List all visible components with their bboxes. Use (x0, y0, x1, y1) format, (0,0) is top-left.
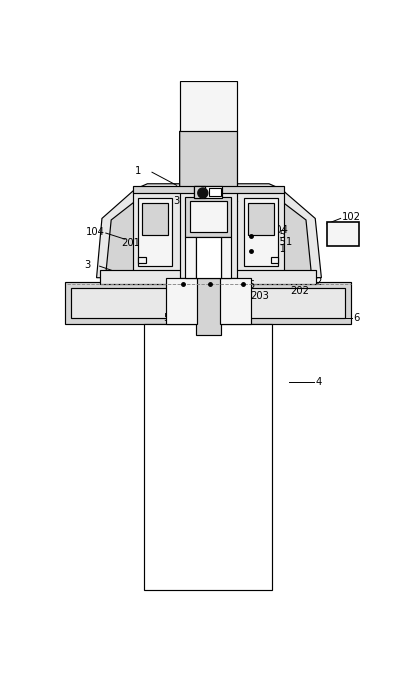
Polygon shape (96, 132, 322, 278)
Bar (194, 186, 205, 199)
Text: 401: 401 (221, 306, 240, 316)
Bar (180, 191, 237, 279)
Bar (209, 188, 221, 196)
Bar (138, 199, 172, 266)
Text: 201: 201 (121, 238, 140, 248)
Text: 206: 206 (237, 281, 256, 290)
Text: 203: 203 (251, 291, 269, 301)
Text: 2: 2 (315, 277, 322, 287)
Bar (185, 237, 196, 279)
Text: 3: 3 (84, 260, 90, 270)
Text: 4: 4 (315, 377, 322, 386)
Bar (248, 203, 274, 235)
Text: 102: 102 (341, 212, 361, 222)
Bar (71, 287, 345, 318)
Bar (185, 197, 231, 237)
Bar (220, 278, 251, 324)
Text: 3051: 3051 (267, 237, 293, 247)
Text: 204: 204 (269, 225, 288, 235)
Text: 6: 6 (354, 313, 360, 323)
Bar (166, 278, 197, 324)
Text: 501: 501 (267, 244, 287, 254)
Text: 202: 202 (291, 286, 310, 296)
Bar (142, 203, 168, 235)
Bar (327, 222, 359, 246)
Bar (144, 324, 272, 590)
Bar (190, 201, 227, 233)
Bar (101, 270, 316, 284)
Circle shape (198, 188, 208, 198)
Bar (138, 257, 146, 263)
Bar (196, 237, 221, 279)
Bar (133, 191, 284, 278)
Bar (194, 186, 222, 199)
Bar (244, 199, 278, 266)
Bar (180, 81, 237, 132)
Text: 5: 5 (164, 313, 170, 323)
Text: 304: 304 (173, 197, 192, 207)
Bar (221, 237, 231, 279)
Bar (271, 257, 278, 263)
Text: 1: 1 (135, 165, 141, 176)
Text: 205: 205 (220, 197, 239, 207)
Bar (133, 186, 284, 193)
Text: 305: 305 (267, 231, 287, 241)
Bar (196, 278, 221, 336)
Polygon shape (106, 132, 311, 274)
Bar (65, 281, 351, 324)
Text: 104: 104 (86, 226, 105, 237)
